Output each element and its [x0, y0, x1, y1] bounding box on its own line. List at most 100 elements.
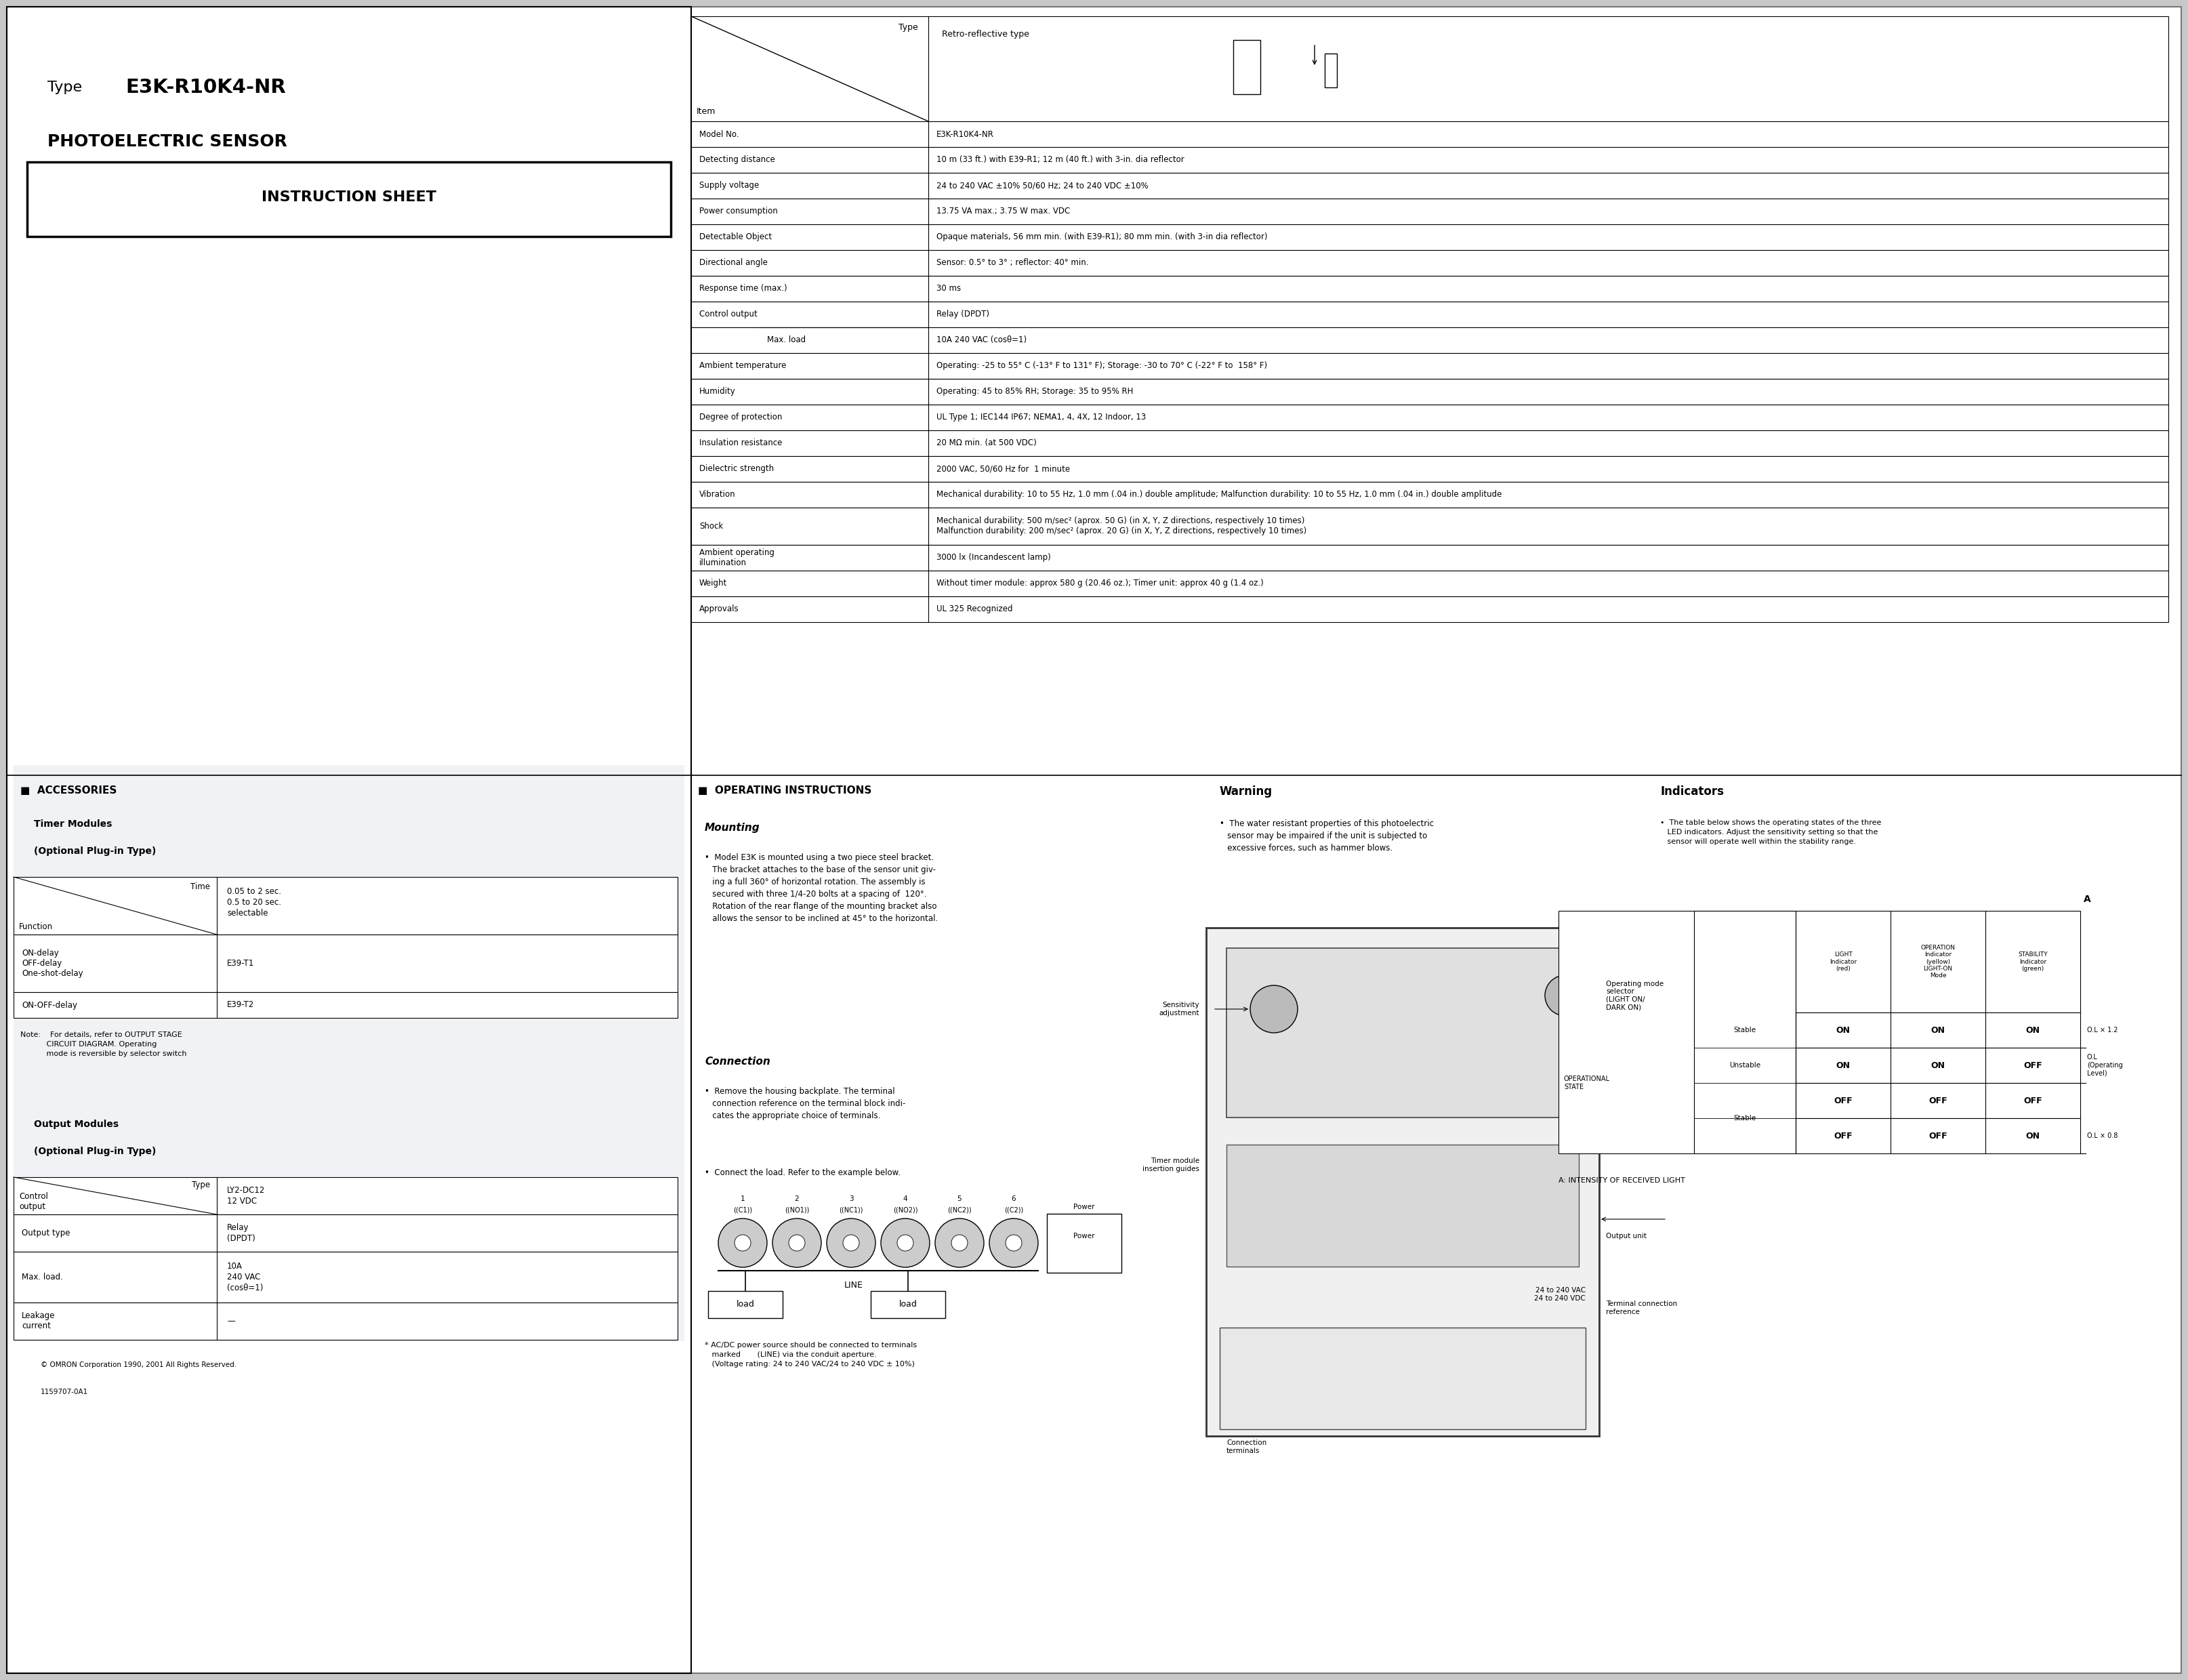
Text: Retro-reflective type: Retro-reflective type [941, 30, 1028, 39]
Circle shape [1006, 1235, 1022, 1252]
Text: * AC/DC power source should be connected to terminals
   marked       (LINE) via: * AC/DC power source should be connected… [705, 1342, 917, 1368]
Text: —: — [228, 1317, 234, 1326]
Bar [691, 482, 2168, 507]
Bar [691, 302, 2168, 328]
Text: (Optional Plug-in Type): (Optional Plug-in Type) [33, 1147, 155, 1156]
Bar [691, 276, 2168, 302]
Text: OFF: OFF [1928, 1095, 1947, 1105]
Bar [691, 378, 2168, 405]
Circle shape [1249, 986, 1297, 1033]
Circle shape [989, 1218, 1037, 1267]
Bar [691, 405, 2168, 430]
Text: Indicators: Indicators [1661, 786, 1724, 798]
Text: Mechanical durability: 10 to 55 Hz, 1.0 mm (.04 in.) double amplitude; Malfuncti: Mechanical durability: 10 to 55 Hz, 1.0 … [936, 491, 1501, 499]
Text: Detecting distance: Detecting distance [700, 156, 775, 165]
Text: ON: ON [2026, 1131, 2039, 1141]
Text: ((NO2)): ((NO2)) [893, 1206, 917, 1213]
Text: PHOTOELECTRIC SENSOR: PHOTOELECTRIC SENSOR [48, 133, 287, 150]
Text: 3: 3 [849, 1196, 853, 1203]
Bar [1796, 1048, 2081, 1084]
Text: Approvals: Approvals [700, 605, 740, 613]
Text: OFF: OFF [1928, 1131, 1947, 1141]
Text: Control
output: Control output [20, 1193, 48, 1211]
Text: •  The water resistant properties of this photoelectric
   sensor may be impaire: • The water resistant properties of this… [1219, 820, 1433, 852]
Text: OFF: OFF [1834, 1095, 1853, 1105]
Text: 0.05 to 2 sec.
0.5 to 20 sec.
selectable: 0.05 to 2 sec. 0.5 to 20 sec. selectable [228, 887, 282, 917]
Text: ■  OPERATING INSTRUCTIONS: ■ OPERATING INSTRUCTIONS [698, 786, 871, 796]
Text: A: INTENSITY OF RECEIVED LIGHT: A: INTENSITY OF RECEIVED LIGHT [1558, 1178, 1685, 1184]
Text: 4: 4 [904, 1196, 908, 1203]
Text: Mounting: Mounting [705, 823, 759, 833]
Text: O.L × 1.2: O.L × 1.2 [2087, 1026, 2118, 1033]
Text: Timer Modules: Timer Modules [33, 820, 112, 828]
Text: Operating: -25 to 55° C (-13° F to 131° F); Storage: -30 to 70° C (-22° F to  15: Operating: -25 to 55° C (-13° F to 131° … [936, 361, 1267, 370]
Text: Detectable Object: Detectable Object [700, 234, 772, 242]
Text: Relay (DPDT): Relay (DPDT) [936, 311, 989, 319]
Text: 10A 240 VAC (cosθ=1): 10A 240 VAC (cosθ=1) [936, 336, 1026, 344]
Text: ON-delay
OFF-delay
One-shot-delay: ON-delay OFF-delay One-shot-delay [22, 949, 83, 978]
Text: OFF: OFF [2024, 1062, 2041, 1070]
Circle shape [882, 1218, 930, 1267]
Circle shape [827, 1218, 875, 1267]
Bar [691, 173, 2168, 198]
Text: A: A [2083, 894, 2092, 904]
Text: Note:    For details, refer to OUTPUT STAGE
           CIRCUIT DIAGRAM. Operatin: Note: For details, refer to OUTPUT STAGE… [20, 1032, 186, 1057]
Text: Power: Power [1074, 1233, 1094, 1240]
Bar [709, 1290, 783, 1319]
Text: Sensor: 0.5° to 3° ; reflector: 40° min.: Sensor: 0.5° to 3° ; reflector: 40° min. [936, 259, 1090, 267]
Bar [691, 148, 2168, 173]
Text: OPERATION
Indicator
(yellow)
LIGHT-ON
Mode: OPERATION Indicator (yellow) LIGHT-ON Mo… [1921, 944, 1956, 979]
Text: Timer module
insertion guides: Timer module insertion guides [1142, 1158, 1199, 1173]
Text: Ambient operating
illumination: Ambient operating illumination [700, 548, 775, 568]
Bar [691, 198, 2168, 225]
Text: O.L
(Operating
Level): O.L (Operating Level) [2087, 1053, 2122, 1077]
Text: •  Connect the load. Refer to the example below.: • Connect the load. Refer to the example… [705, 1168, 901, 1178]
Text: 10A
240 VAC
(cosθ=1): 10A 240 VAC (cosθ=1) [228, 1262, 263, 1292]
Text: (Optional Plug-in Type): (Optional Plug-in Type) [33, 847, 155, 855]
Bar [1219, 1327, 1586, 1430]
Text: Mechanical durability: 500 m/sec² (aprox. 50 G) (in X, Y, Z directions, respecti: Mechanical durability: 500 m/sec² (aprox… [936, 517, 1306, 536]
Text: UL Type 1; IEC144 IP67; NEMA1, 4, 4X, 12 Indoor, 13: UL Type 1; IEC144 IP67; NEMA1, 4, 4X, 12… [936, 413, 1147, 422]
Text: Shock: Shock [700, 522, 724, 531]
Bar [691, 430, 2168, 455]
Bar [13, 1302, 678, 1339]
Text: ON-OFF-delay: ON-OFF-delay [22, 1001, 77, 1010]
Bar [1796, 1013, 2081, 1048]
Text: 2000 VAC, 50/60 Hz for  1 minute: 2000 VAC, 50/60 Hz for 1 minute [936, 465, 1070, 474]
Text: Without timer module: approx 580 g (20.46 oz.); Timer unit: approx 40 g (1.4 oz.: Without timer module: approx 580 g (20.4… [936, 580, 1265, 588]
Text: Vibration: Vibration [700, 491, 735, 499]
Bar [13, 1252, 678, 1302]
Text: 20 MΩ min. (at 500 VDC): 20 MΩ min. (at 500 VDC) [936, 438, 1037, 447]
Circle shape [952, 1235, 967, 1252]
Text: ((C1)): ((C1)) [733, 1206, 753, 1213]
Text: Response time (max.): Response time (max.) [700, 284, 788, 292]
Text: E3K-R10K4-NR: E3K-R10K4-NR [936, 129, 993, 138]
Bar [7, 7, 691, 1673]
Bar [1796, 1119, 2081, 1154]
Circle shape [788, 1235, 805, 1252]
Text: 10 m (33 ft.) with E39-R1; 12 m (40 ft.) with 3-in. dia reflector: 10 m (33 ft.) with E39-R1; 12 m (40 ft.)… [936, 156, 1184, 165]
Text: OFF: OFF [1834, 1131, 1853, 1141]
Text: Ambient temperature: Ambient temperature [700, 361, 785, 370]
Text: Stable: Stable [1733, 1116, 1757, 1122]
Bar [1206, 927, 1599, 1436]
Bar [13, 1178, 678, 1215]
Text: Opaque materials, 56 mm min. (with E39-R1); 80 mm min. (with 3-in dia reflector): Opaque materials, 56 mm min. (with E39-R… [936, 234, 1267, 242]
Bar [1046, 1213, 1122, 1272]
Text: Model No.: Model No. [700, 129, 740, 138]
Circle shape [934, 1218, 985, 1267]
Text: LINE: LINE [845, 1280, 864, 1290]
Text: © OMRON Corporation 1990, 2001 All Rights Reserved.: © OMRON Corporation 1990, 2001 All Right… [42, 1361, 236, 1368]
Text: Type: Type [193, 1181, 210, 1189]
Text: Connection: Connection [705, 1057, 770, 1067]
Bar [691, 571, 2168, 596]
Text: Sensitivity
adjustment: Sensitivity adjustment [1160, 1001, 1199, 1016]
Text: Output unit: Output unit [1606, 1233, 1648, 1240]
Text: load: load [899, 1300, 917, 1309]
Text: Type: Type [899, 24, 919, 32]
Text: 13.75 VA max.; 3.75 W max. VDC: 13.75 VA max.; 3.75 W max. VDC [936, 207, 1070, 215]
Bar [691, 250, 2168, 276]
Text: E3K-R10K4-NR: E3K-R10K4-NR [125, 77, 287, 97]
Bar [1227, 1144, 1580, 1267]
Text: ((C2)): ((C2)) [1004, 1206, 1024, 1213]
